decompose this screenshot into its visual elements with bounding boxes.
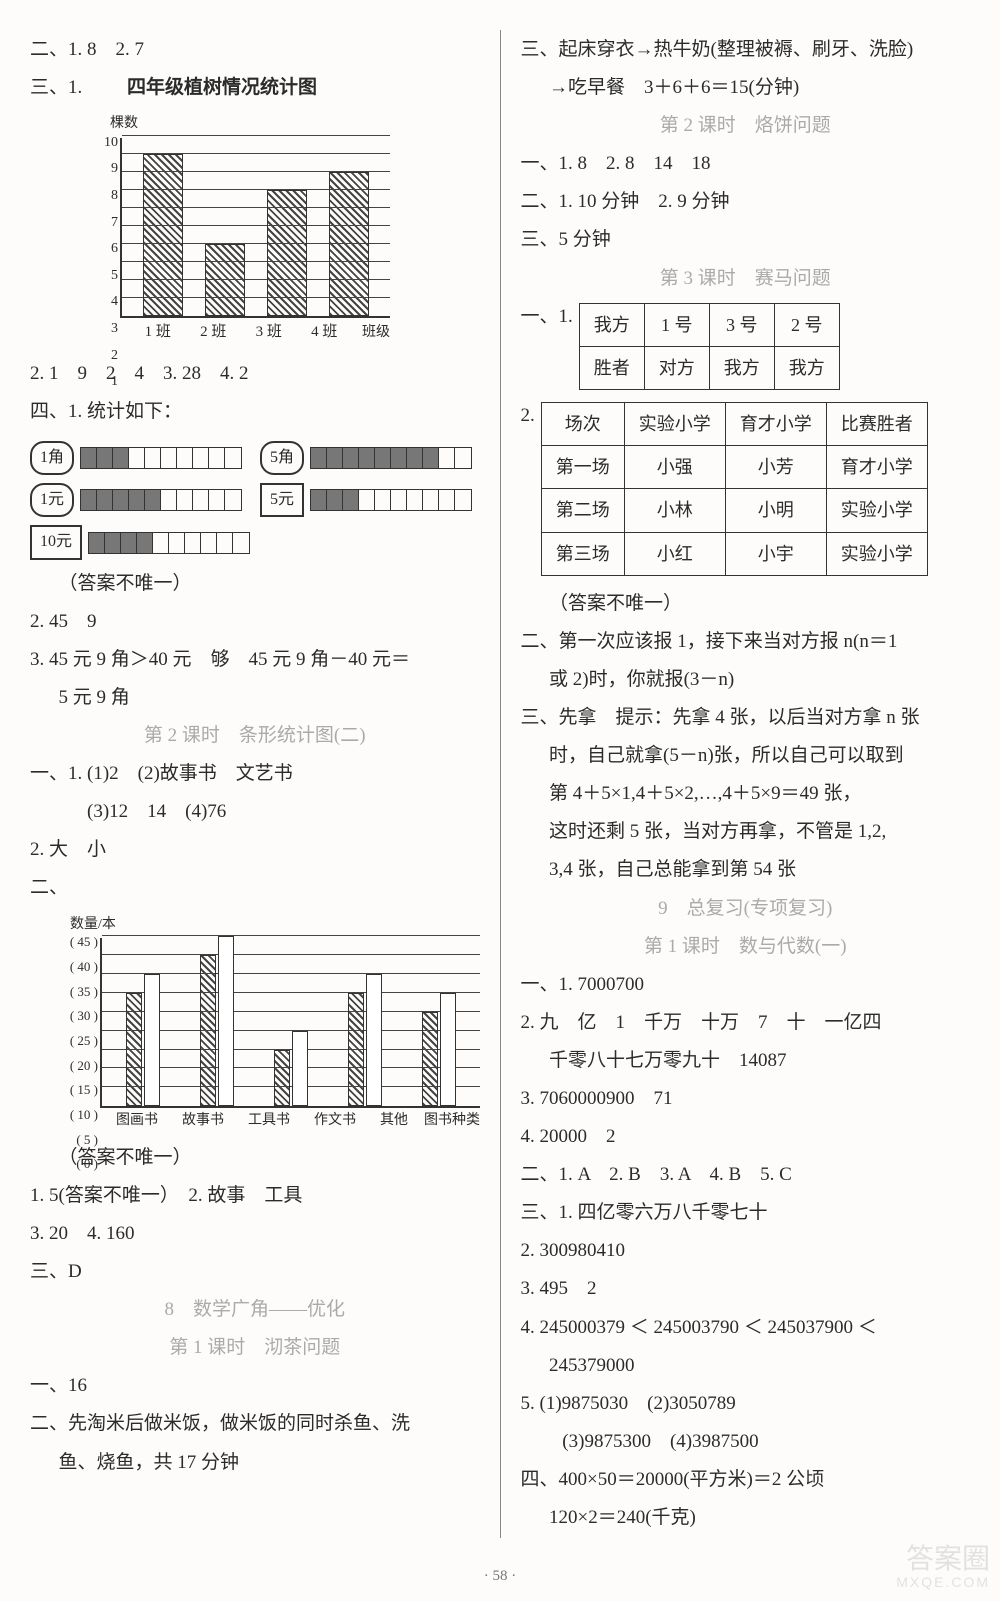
text-line: 3. 20 4. 160	[30, 1216, 480, 1252]
text-line: 三、1. 四亿零六万八千零七十	[521, 1195, 971, 1231]
text-line: →吃早餐 3＋6＋6＝15(分钟)	[521, 70, 971, 106]
section-heading: 第 3 课时 赛马问题	[521, 261, 971, 297]
text-line: 4. 20000 2	[521, 1119, 971, 1155]
text-line: 第 4＋5×1,4＋5×2,…,4＋5×9＝49 张，	[521, 776, 971, 812]
text-line: 三、起床穿衣→热牛奶(整理被褥、刷牙、洗脸)	[521, 32, 971, 68]
y-tick-labels: 10987654321	[94, 130, 118, 316]
text-line: 5. (1)9875030 (2)3050789	[521, 1386, 971, 1422]
tally-chart: 1角5角1元5元10元	[30, 437, 480, 560]
text-line: 120×2＝240(千克)	[521, 1500, 971, 1536]
text-line: 一、16	[30, 1368, 480, 1404]
text-line: 二、第一次应该报 1，接下来当对方报 n(n＝1	[521, 624, 971, 660]
bar-chart-1: 棵数 10987654321 1 班2 班3 班4 班 班级	[90, 111, 390, 346]
x-axis-title: 图书种类	[424, 1108, 480, 1135]
text-line: 4. 245000379 ＜ 245003790 ＜ 245037900 ＜	[521, 1310, 971, 1346]
text-line: 二、先淘米后做米饭，做米饭的同时杀鱼、洗	[30, 1406, 480, 1442]
text-line: 2. 300980410	[521, 1233, 971, 1269]
chart-bars	[102, 938, 480, 1106]
text-line: 5 元 9 角	[30, 680, 480, 716]
section-heading: 第 1 课时 沏茶问题	[30, 1330, 480, 1366]
text-line: 四、1. 统计如下：	[30, 394, 480, 430]
table-lead: 一、1.	[521, 299, 579, 335]
x-axis-title: 班级	[362, 320, 390, 347]
page: 二、1. 8 2. 7 三、1. 四年级植树情况统计图 棵数 109876543…	[0, 0, 1000, 1558]
section-heading: 第 1 课时 数与代数(一)	[521, 929, 971, 965]
section-heading: 第 2 课时 烙饼问题	[521, 108, 971, 144]
text-line: 3. 45 元 9 角＞40 元 够 45 元 9 角－40 元＝	[30, 642, 480, 678]
text-line: 二、1. A 2. B 3. A 4. B 5. C	[521, 1157, 971, 1193]
left-column: 二、1. 8 2. 7 三、1. 四年级植树情况统计图 棵数 109876543…	[30, 30, 480, 1538]
text-line: 千零八十七万零九十 14087	[521, 1043, 971, 1079]
text-line: (3)9875300 (4)3987500	[521, 1424, 971, 1460]
chart-plot-area: 10987654321	[120, 138, 390, 318]
text-line: 三、5 分钟	[521, 222, 971, 258]
chart-plot-area: ( 45 )( 40 )( 35 )( 30 )( 25 )( 20 )( 15…	[100, 938, 480, 1108]
text-line: 3,4 张，自己总能拿到第 54 张	[521, 852, 971, 888]
text-line: 一、1. 7000700	[521, 967, 971, 1003]
right-column: 三、起床穿衣→热牛奶(整理被褥、刷牙、洗脸) →吃早餐 3＋6＋6＝15(分钟)…	[521, 30, 971, 1538]
text-line: （答案不唯一）	[521, 586, 971, 622]
text-line: 2. 大 小	[30, 832, 480, 868]
text-line: 二、	[30, 870, 480, 906]
text-line: 2. 45 9	[30, 604, 480, 640]
text-line: 时，自己就拿(5－n)张，所以自己可以取到	[521, 738, 971, 774]
text-line: 二、1. 10 分钟 2. 9 分钟	[521, 184, 971, 220]
table-2: 场次实验小学育才小学比赛胜者第一场小强小芳育才小学第二场小林小明实验小学第三场小…	[541, 402, 928, 576]
text-line: 鱼、烧鱼，共 17 分钟	[30, 1445, 480, 1481]
section-heading: 第 2 课时 条形统计图(二)	[30, 718, 480, 754]
section-heading: 8 数学广角——优化	[30, 1292, 480, 1328]
text-line: 3. 495 2	[521, 1271, 971, 1307]
text-line: 或 2)时，你就报(3－n)	[521, 662, 971, 698]
watermark-big: 答案圈	[896, 1544, 990, 1575]
text-line: 三、D	[30, 1254, 480, 1290]
table-row-1: 一、1. 我方1 号3 号2 号胜者对方我方我方	[521, 299, 971, 398]
y-axis-title: 数量/本	[70, 912, 480, 939]
text-line: 3. 7060000900 71	[521, 1081, 971, 1117]
bar-chart-2: 数量/本 ( 45 )( 40 )( 35 )( 30 )( 25 )( 20 …	[60, 912, 480, 1135]
text-line: 一、1. (1)2 (2)故事书 文艺书	[30, 756, 480, 792]
column-divider	[500, 30, 501, 1538]
text-line: 三、1. 四年级植树情况统计图	[30, 70, 480, 106]
text-line: 四、400×50＝20000(平方米)＝2 公顷	[521, 1462, 971, 1498]
table-lead: 2.	[521, 398, 541, 434]
text-line: (3)12 14 (4)76	[30, 794, 480, 830]
section-heading: 9 总复习(专项复习)	[521, 891, 971, 927]
text-line: （答案不唯一）	[30, 566, 480, 602]
y-tick-labels: ( 45 )( 40 )( 35 )( 30 )( 25 )( 20 )( 15…	[60, 930, 98, 1106]
watermark-small: MXQE.COM	[896, 1575, 990, 1590]
watermark: 答案圈 MXQE.COM	[896, 1544, 990, 1590]
text-line: 1. 5(答案不唯一） 2. 故事 工具	[30, 1178, 480, 1214]
text-line: 245379000	[521, 1348, 971, 1384]
text-line: 这时还剩 5 张，当对方再拿，不管是 1,2,	[521, 814, 971, 850]
text-line: 三、先拿 提示：先拿 4 张，以后当对方拿 n 张	[521, 700, 971, 736]
table-1: 我方1 号3 号2 号胜者对方我方我方	[579, 303, 840, 390]
y-axis-title: 棵数	[110, 111, 390, 138]
text-line: 2. 九 亿 1 千万 十万 7 十 一亿四	[521, 1005, 971, 1041]
text-line: 二、1. 8 2. 7	[30, 32, 480, 68]
x-tick-labels: 图画书故事书工具书作文书其他	[100, 1108, 424, 1135]
table-row-2: 2. 场次实验小学育才小学比赛胜者第一场小强小芳育才小学第二场小林小明实验小学第…	[521, 398, 971, 584]
x-tick-labels: 1 班2 班3 班4 班	[120, 318, 362, 347]
label: 三、1.	[30, 77, 82, 98]
chart-title: 四年级植树情况统计图	[127, 77, 317, 98]
page-footer: · 58 ·	[0, 1558, 1000, 1601]
chart-bars	[122, 138, 390, 316]
text-line: 一、1. 8 2. 8 14 18	[521, 146, 971, 182]
